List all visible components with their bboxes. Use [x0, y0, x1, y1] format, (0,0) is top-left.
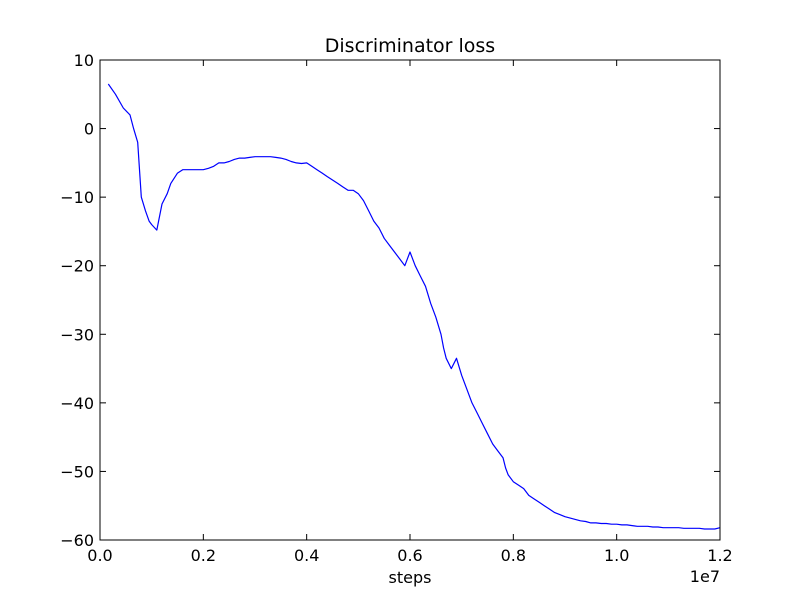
ticks-layer: 0.0 0.2 0.4 0.6 0.8 1.0 1.2 10 0 −10 −20 −30 −40 −50 −…	[60, 51, 732, 565]
chart-title: Discriminator loss	[325, 35, 495, 57]
series-layer	[107, 83, 721, 530]
y-tick-label: −50	[60, 462, 94, 481]
x-tick-label: 1.0	[604, 546, 629, 565]
y-tick-label: 0	[84, 120, 94, 139]
y-tick-label: −10	[60, 188, 94, 207]
y-tick-label: −30	[60, 325, 94, 344]
plot-area	[100, 60, 720, 540]
x-tick-label: 0.2	[191, 546, 216, 565]
x-tick-label: 0.6	[397, 546, 422, 565]
y-tick-label: −60	[60, 531, 94, 550]
x-tick-label: 0.0	[87, 546, 112, 565]
x-tick-label: 0.8	[501, 546, 526, 565]
x-offset-label: 1e7	[690, 567, 720, 586]
y-tick-label: 10	[74, 51, 94, 70]
x-tick-label: 1.2	[707, 546, 732, 565]
y-tick-label: −40	[60, 394, 94, 413]
x-axis-label: steps	[389, 568, 432, 587]
series-line	[107, 83, 721, 530]
plot-frame	[99, 59, 721, 541]
x-tick-label: 0.4	[294, 546, 319, 565]
y-tick-label: −20	[60, 257, 94, 276]
